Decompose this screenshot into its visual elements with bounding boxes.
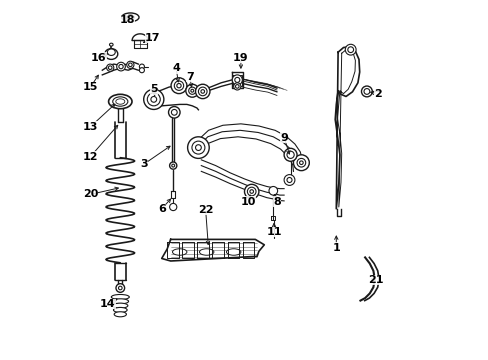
Text: 16: 16 (91, 53, 106, 63)
Circle shape (151, 96, 156, 102)
Circle shape (185, 84, 199, 97)
Circle shape (201, 90, 204, 93)
Text: 1: 1 (332, 243, 340, 253)
Circle shape (118, 286, 122, 290)
Circle shape (177, 84, 181, 88)
Ellipse shape (112, 299, 128, 304)
Circle shape (244, 184, 258, 199)
Circle shape (235, 85, 239, 88)
Text: 4: 4 (172, 63, 180, 73)
Circle shape (143, 89, 163, 109)
Circle shape (198, 87, 206, 96)
Ellipse shape (122, 13, 139, 22)
Circle shape (296, 158, 305, 167)
Ellipse shape (111, 294, 129, 300)
Text: 22: 22 (198, 204, 213, 215)
Circle shape (192, 141, 204, 154)
Text: 7: 7 (185, 72, 193, 82)
Circle shape (106, 64, 114, 71)
Circle shape (147, 93, 160, 106)
Text: 14: 14 (100, 299, 115, 309)
Text: 11: 11 (266, 227, 281, 237)
Circle shape (169, 162, 177, 169)
Circle shape (284, 175, 294, 185)
Ellipse shape (108, 94, 132, 109)
Circle shape (195, 84, 209, 99)
Circle shape (117, 62, 125, 71)
Text: 12: 12 (82, 152, 98, 162)
Circle shape (286, 151, 294, 158)
Circle shape (119, 64, 123, 69)
Circle shape (169, 203, 177, 211)
Text: 8: 8 (272, 197, 280, 207)
Text: 9: 9 (280, 132, 287, 143)
Circle shape (174, 81, 183, 90)
Circle shape (116, 284, 124, 292)
Text: 15: 15 (82, 82, 98, 92)
Ellipse shape (172, 249, 186, 255)
Text: 19: 19 (233, 53, 248, 63)
Circle shape (286, 177, 291, 183)
Text: 10: 10 (240, 197, 255, 207)
Circle shape (268, 186, 277, 195)
Text: 5: 5 (150, 84, 157, 94)
Ellipse shape (114, 312, 126, 317)
Ellipse shape (104, 49, 118, 59)
Circle shape (171, 78, 186, 94)
Text: 21: 21 (367, 275, 383, 285)
Circle shape (345, 44, 355, 55)
Ellipse shape (126, 15, 134, 19)
Circle shape (171, 164, 174, 167)
Ellipse shape (107, 49, 115, 55)
Ellipse shape (113, 307, 127, 312)
Circle shape (232, 75, 242, 85)
Circle shape (234, 77, 239, 82)
Circle shape (139, 64, 144, 69)
Circle shape (363, 89, 369, 94)
Circle shape (247, 187, 256, 196)
Text: 18: 18 (120, 15, 135, 25)
Text: 13: 13 (82, 122, 98, 132)
Circle shape (108, 66, 112, 69)
Polygon shape (162, 239, 264, 261)
Text: 3: 3 (141, 159, 148, 169)
Circle shape (233, 83, 241, 90)
Ellipse shape (113, 97, 127, 106)
Circle shape (299, 161, 303, 165)
Circle shape (190, 89, 193, 92)
Text: 2: 2 (373, 89, 381, 99)
Circle shape (187, 137, 209, 158)
Circle shape (293, 155, 309, 171)
Circle shape (249, 190, 253, 193)
Circle shape (139, 68, 144, 73)
Circle shape (188, 87, 196, 94)
Ellipse shape (113, 303, 127, 308)
Circle shape (361, 86, 371, 97)
Circle shape (171, 109, 177, 115)
Circle shape (126, 61, 134, 68)
Text: 17: 17 (144, 33, 160, 43)
Text: 6: 6 (158, 204, 165, 214)
Circle shape (347, 47, 353, 53)
Text: 20: 20 (82, 189, 98, 199)
Ellipse shape (199, 249, 213, 255)
Circle shape (168, 107, 180, 118)
Ellipse shape (226, 249, 241, 255)
Circle shape (284, 148, 296, 161)
Ellipse shape (116, 99, 124, 104)
Circle shape (128, 63, 132, 67)
Ellipse shape (109, 43, 113, 46)
Circle shape (195, 145, 201, 150)
